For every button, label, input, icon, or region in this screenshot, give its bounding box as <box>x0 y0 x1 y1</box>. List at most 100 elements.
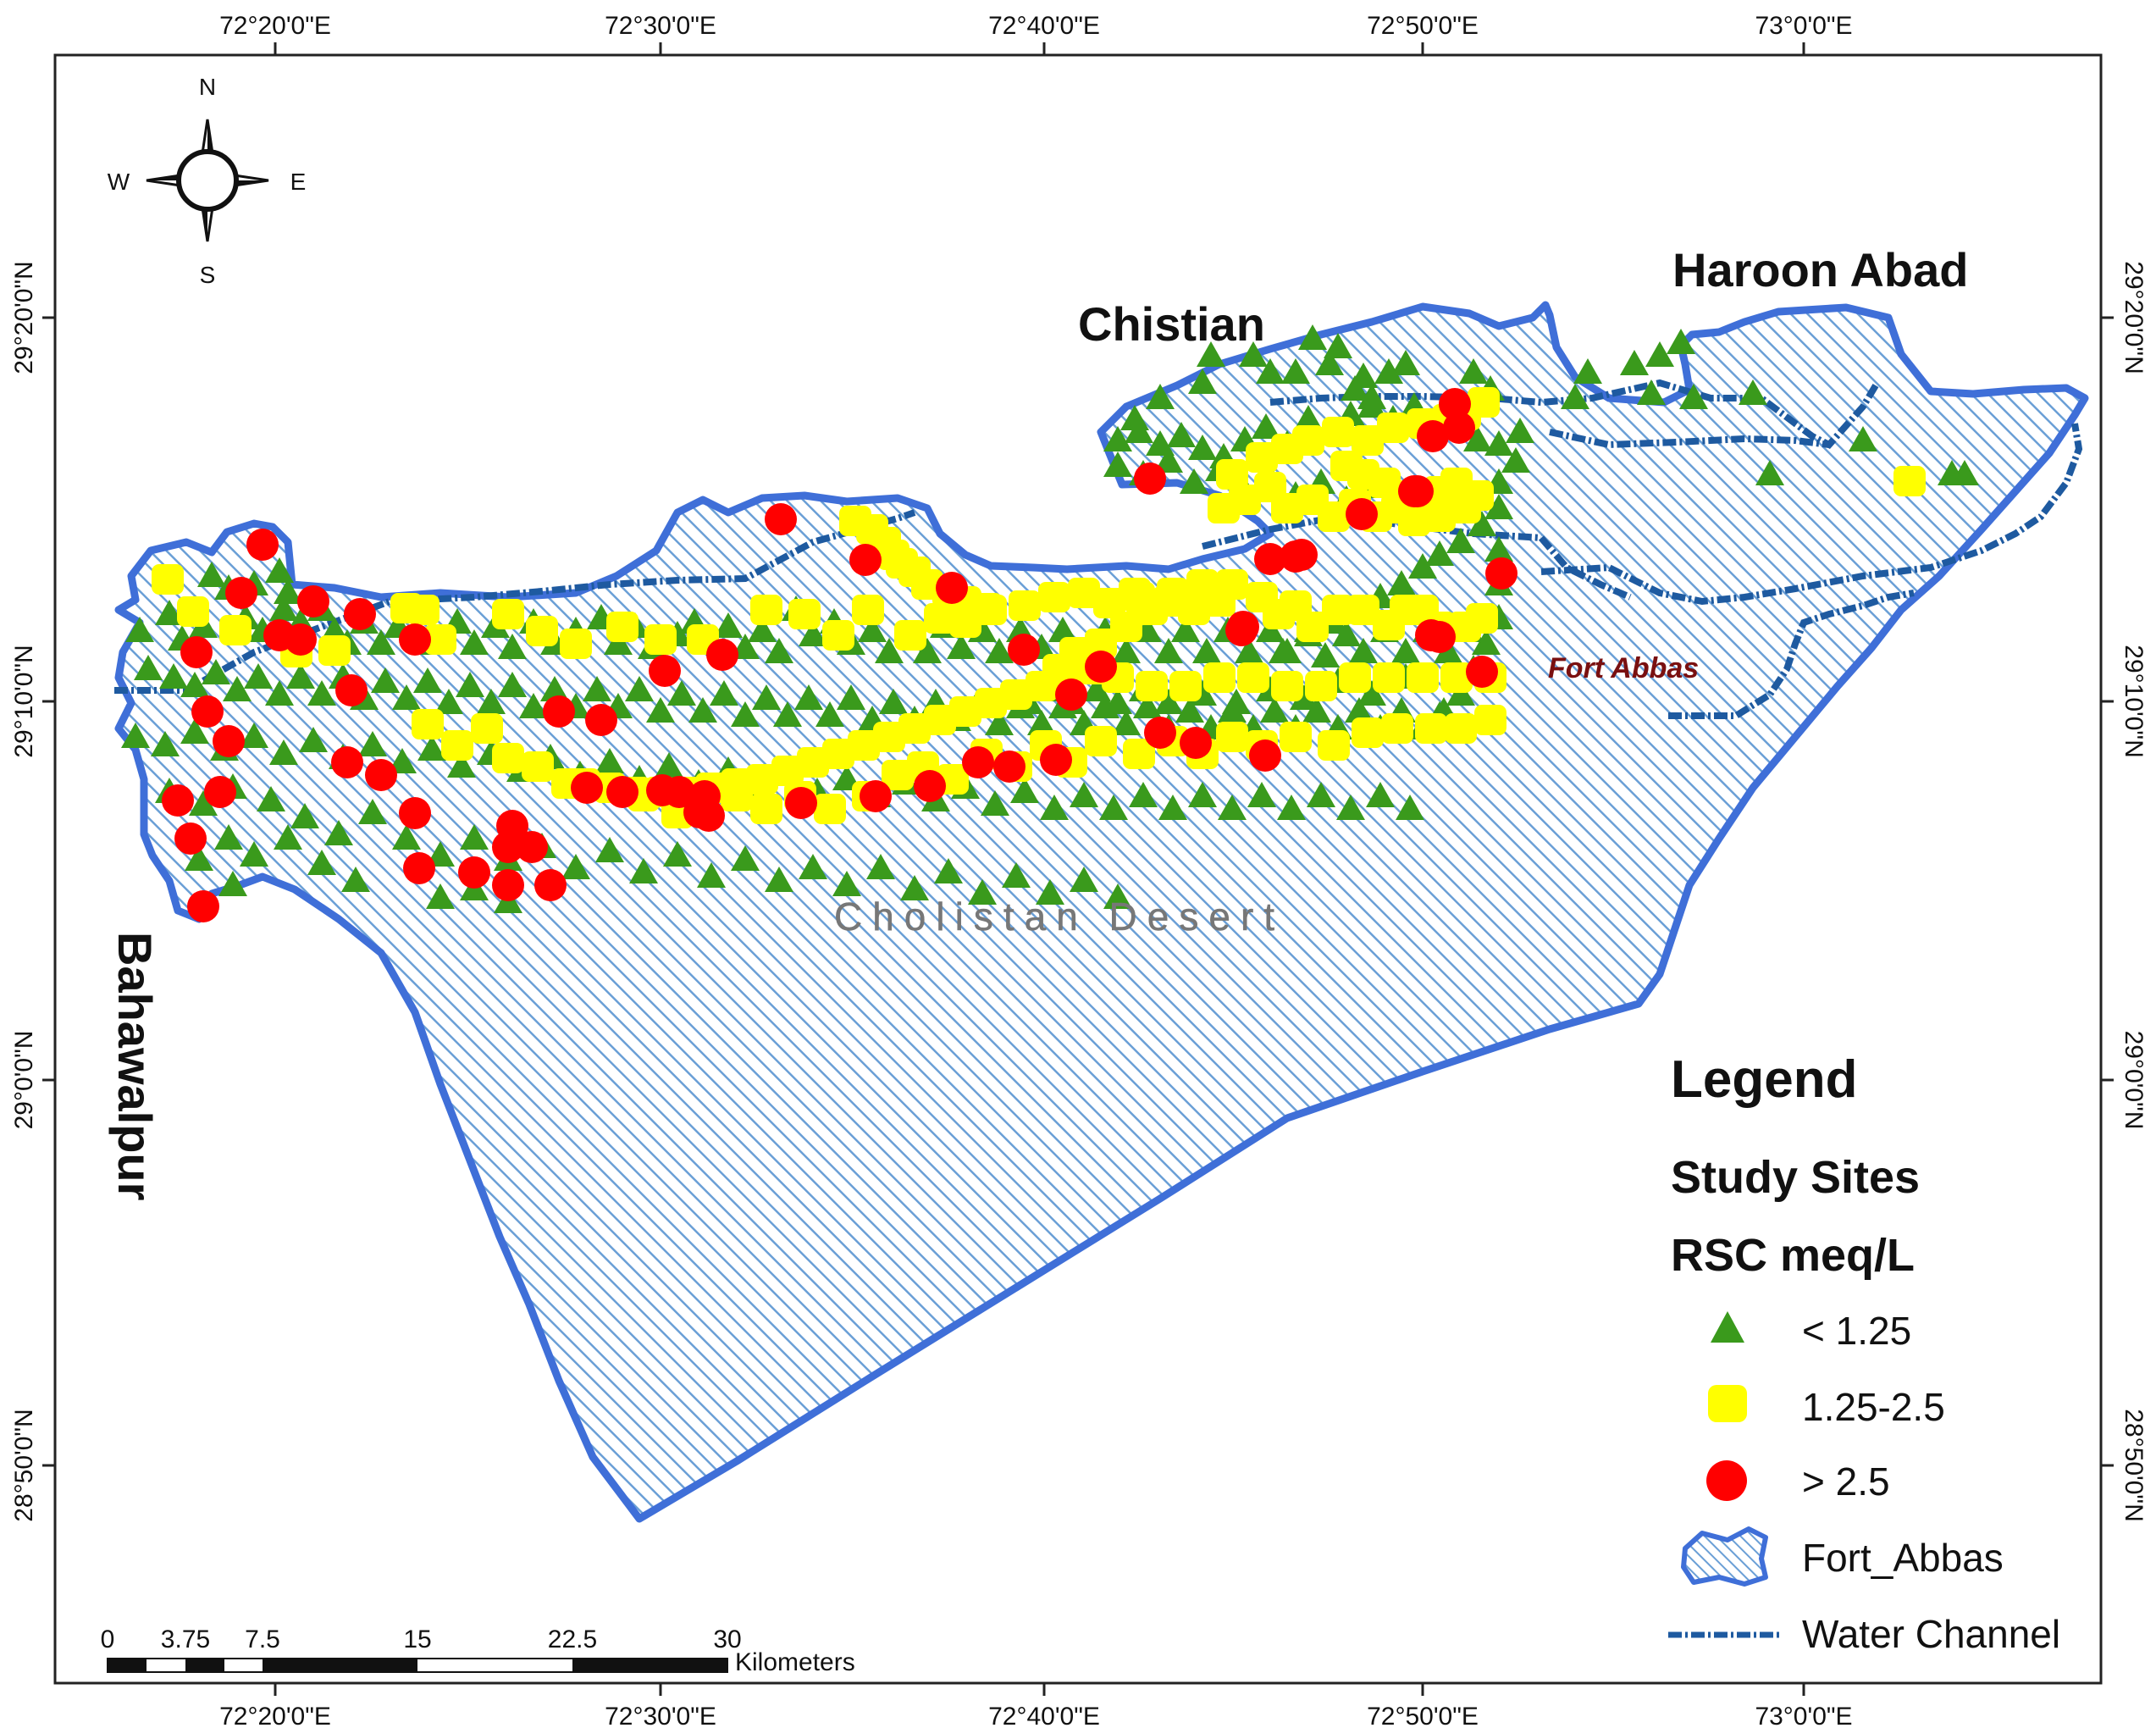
site-low-marker <box>1501 447 1530 473</box>
site-high-marker <box>458 856 490 889</box>
site-low-marker <box>1048 617 1077 642</box>
legend-variable: RSC meq/L <box>1671 1230 1915 1281</box>
site-low-marker <box>240 723 268 748</box>
site-high-marker <box>1249 739 1281 772</box>
top-tick-label: 72°50'0"E <box>1367 12 1479 40</box>
site-low-marker <box>1307 782 1335 807</box>
site-mid-marker <box>152 564 184 595</box>
site-low-marker <box>155 600 184 625</box>
site-mid-marker <box>894 620 926 651</box>
site-mid-marker <box>1352 425 1384 456</box>
site-low-marker <box>1472 629 1501 655</box>
site-low-marker <box>1158 795 1187 820</box>
site-mid-marker <box>1280 722 1312 752</box>
scale-label: 30 <box>713 1626 741 1653</box>
site-mid-marker <box>1318 730 1350 761</box>
label-cholistan-desert: Cholistan Desert <box>834 894 1285 939</box>
site-low-marker <box>1357 384 1386 409</box>
legend-circle-icon <box>1706 1460 1747 1501</box>
site-high-marker <box>936 572 968 604</box>
site-mid-marker <box>1292 425 1324 456</box>
site-mid-marker <box>1038 582 1070 612</box>
site-low-marker <box>1739 379 1767 405</box>
site-low-marker <box>1082 676 1111 701</box>
label-fort-abbas: Fort Abbas <box>1548 652 1699 684</box>
site-low-marker <box>1260 697 1289 723</box>
legend-item-label: > 2.5 <box>1802 1459 1890 1504</box>
left-tick-label: 29°0'0"N <box>10 1031 38 1130</box>
site-low-marker <box>773 701 802 727</box>
site-low-marker <box>1425 540 1454 566</box>
site-mid-marker <box>644 624 677 655</box>
site-low-marker <box>595 748 624 773</box>
site-low-marker <box>1256 358 1285 384</box>
legend-item-label: < 1.25 <box>1802 1309 1911 1353</box>
site-low-marker <box>1345 697 1374 723</box>
site-mid-marker <box>1893 466 1926 496</box>
site-low-marker <box>799 854 827 879</box>
site-low-marker <box>434 689 463 714</box>
site-mid-marker <box>1474 705 1506 735</box>
site-low-marker <box>265 680 294 706</box>
site-mid-marker <box>177 596 209 627</box>
site-high-marker <box>683 796 716 828</box>
legend-polygon-icon <box>1681 1526 1768 1587</box>
site-high-marker <box>849 544 882 576</box>
site-mid-marker <box>1119 578 1151 608</box>
site-high-marker <box>496 810 528 842</box>
site-mid-marker <box>1216 459 1248 490</box>
right-tick-label: 29°20'0"N <box>2120 261 2148 374</box>
site-low-marker <box>688 697 717 723</box>
site-low-marker <box>202 659 230 684</box>
top-tick-label: 72°40'0"E <box>988 12 1100 40</box>
site-low-marker <box>710 680 738 706</box>
site-mid-marker <box>318 635 351 666</box>
site-low-marker <box>1446 528 1475 553</box>
bottom-tick-label: 72°40'0"E <box>988 1703 1100 1728</box>
site-high-marker <box>365 759 397 791</box>
site-high-marker <box>1227 611 1259 643</box>
site-mid-marker <box>822 620 854 651</box>
site-mid-marker <box>898 713 931 744</box>
site-low-marker <box>1146 430 1175 456</box>
site-mid-marker <box>492 599 524 629</box>
site-high-marker <box>571 772 603 804</box>
right-tick-label: 29°10'0"N <box>2120 645 2148 757</box>
site-high-marker <box>180 636 213 668</box>
site-low-marker <box>1222 689 1251 714</box>
site-low-marker <box>189 790 218 816</box>
site-high-marker <box>1398 475 1430 507</box>
site-low-marker <box>1336 795 1365 820</box>
site-mid-marker <box>1468 387 1500 418</box>
site-low-marker <box>1298 324 1327 350</box>
site-low-marker <box>1103 689 1132 714</box>
site-low-marker <box>392 684 421 710</box>
site-high-marker <box>399 797 431 829</box>
site-high-marker <box>285 623 317 656</box>
site-mid-marker <box>1059 637 1092 667</box>
label-chistian: Chistian <box>1078 297 1265 351</box>
site-low-marker <box>218 871 247 896</box>
site-low-marker <box>1112 710 1141 735</box>
site-low-marker <box>1154 689 1183 714</box>
site-high-marker <box>331 746 363 778</box>
site-low-marker <box>498 634 527 659</box>
left-axis-labels: 29°20'0"N 29°10'0"N 29°0'0"N 28°50'0"N <box>10 261 38 1521</box>
site-low-marker <box>341 867 370 892</box>
site-low-marker <box>1167 422 1196 447</box>
site-low-marker <box>244 663 273 689</box>
site-mid-marker <box>606 612 639 642</box>
site-high-marker <box>1085 651 1117 683</box>
site-low-marker <box>1252 413 1280 439</box>
site-low-marker <box>748 617 777 642</box>
site-low-marker <box>121 723 150 748</box>
site-low-marker <box>765 867 793 892</box>
site-low-marker <box>1070 867 1098 892</box>
site-low-marker <box>1484 430 1513 456</box>
site-low-marker <box>1277 795 1306 820</box>
site-low-marker <box>388 748 417 773</box>
site-low-marker <box>655 752 683 778</box>
site-mid-marker <box>750 595 782 625</box>
site-low-marker <box>1010 778 1039 803</box>
site-mid-marker <box>1153 586 1185 617</box>
